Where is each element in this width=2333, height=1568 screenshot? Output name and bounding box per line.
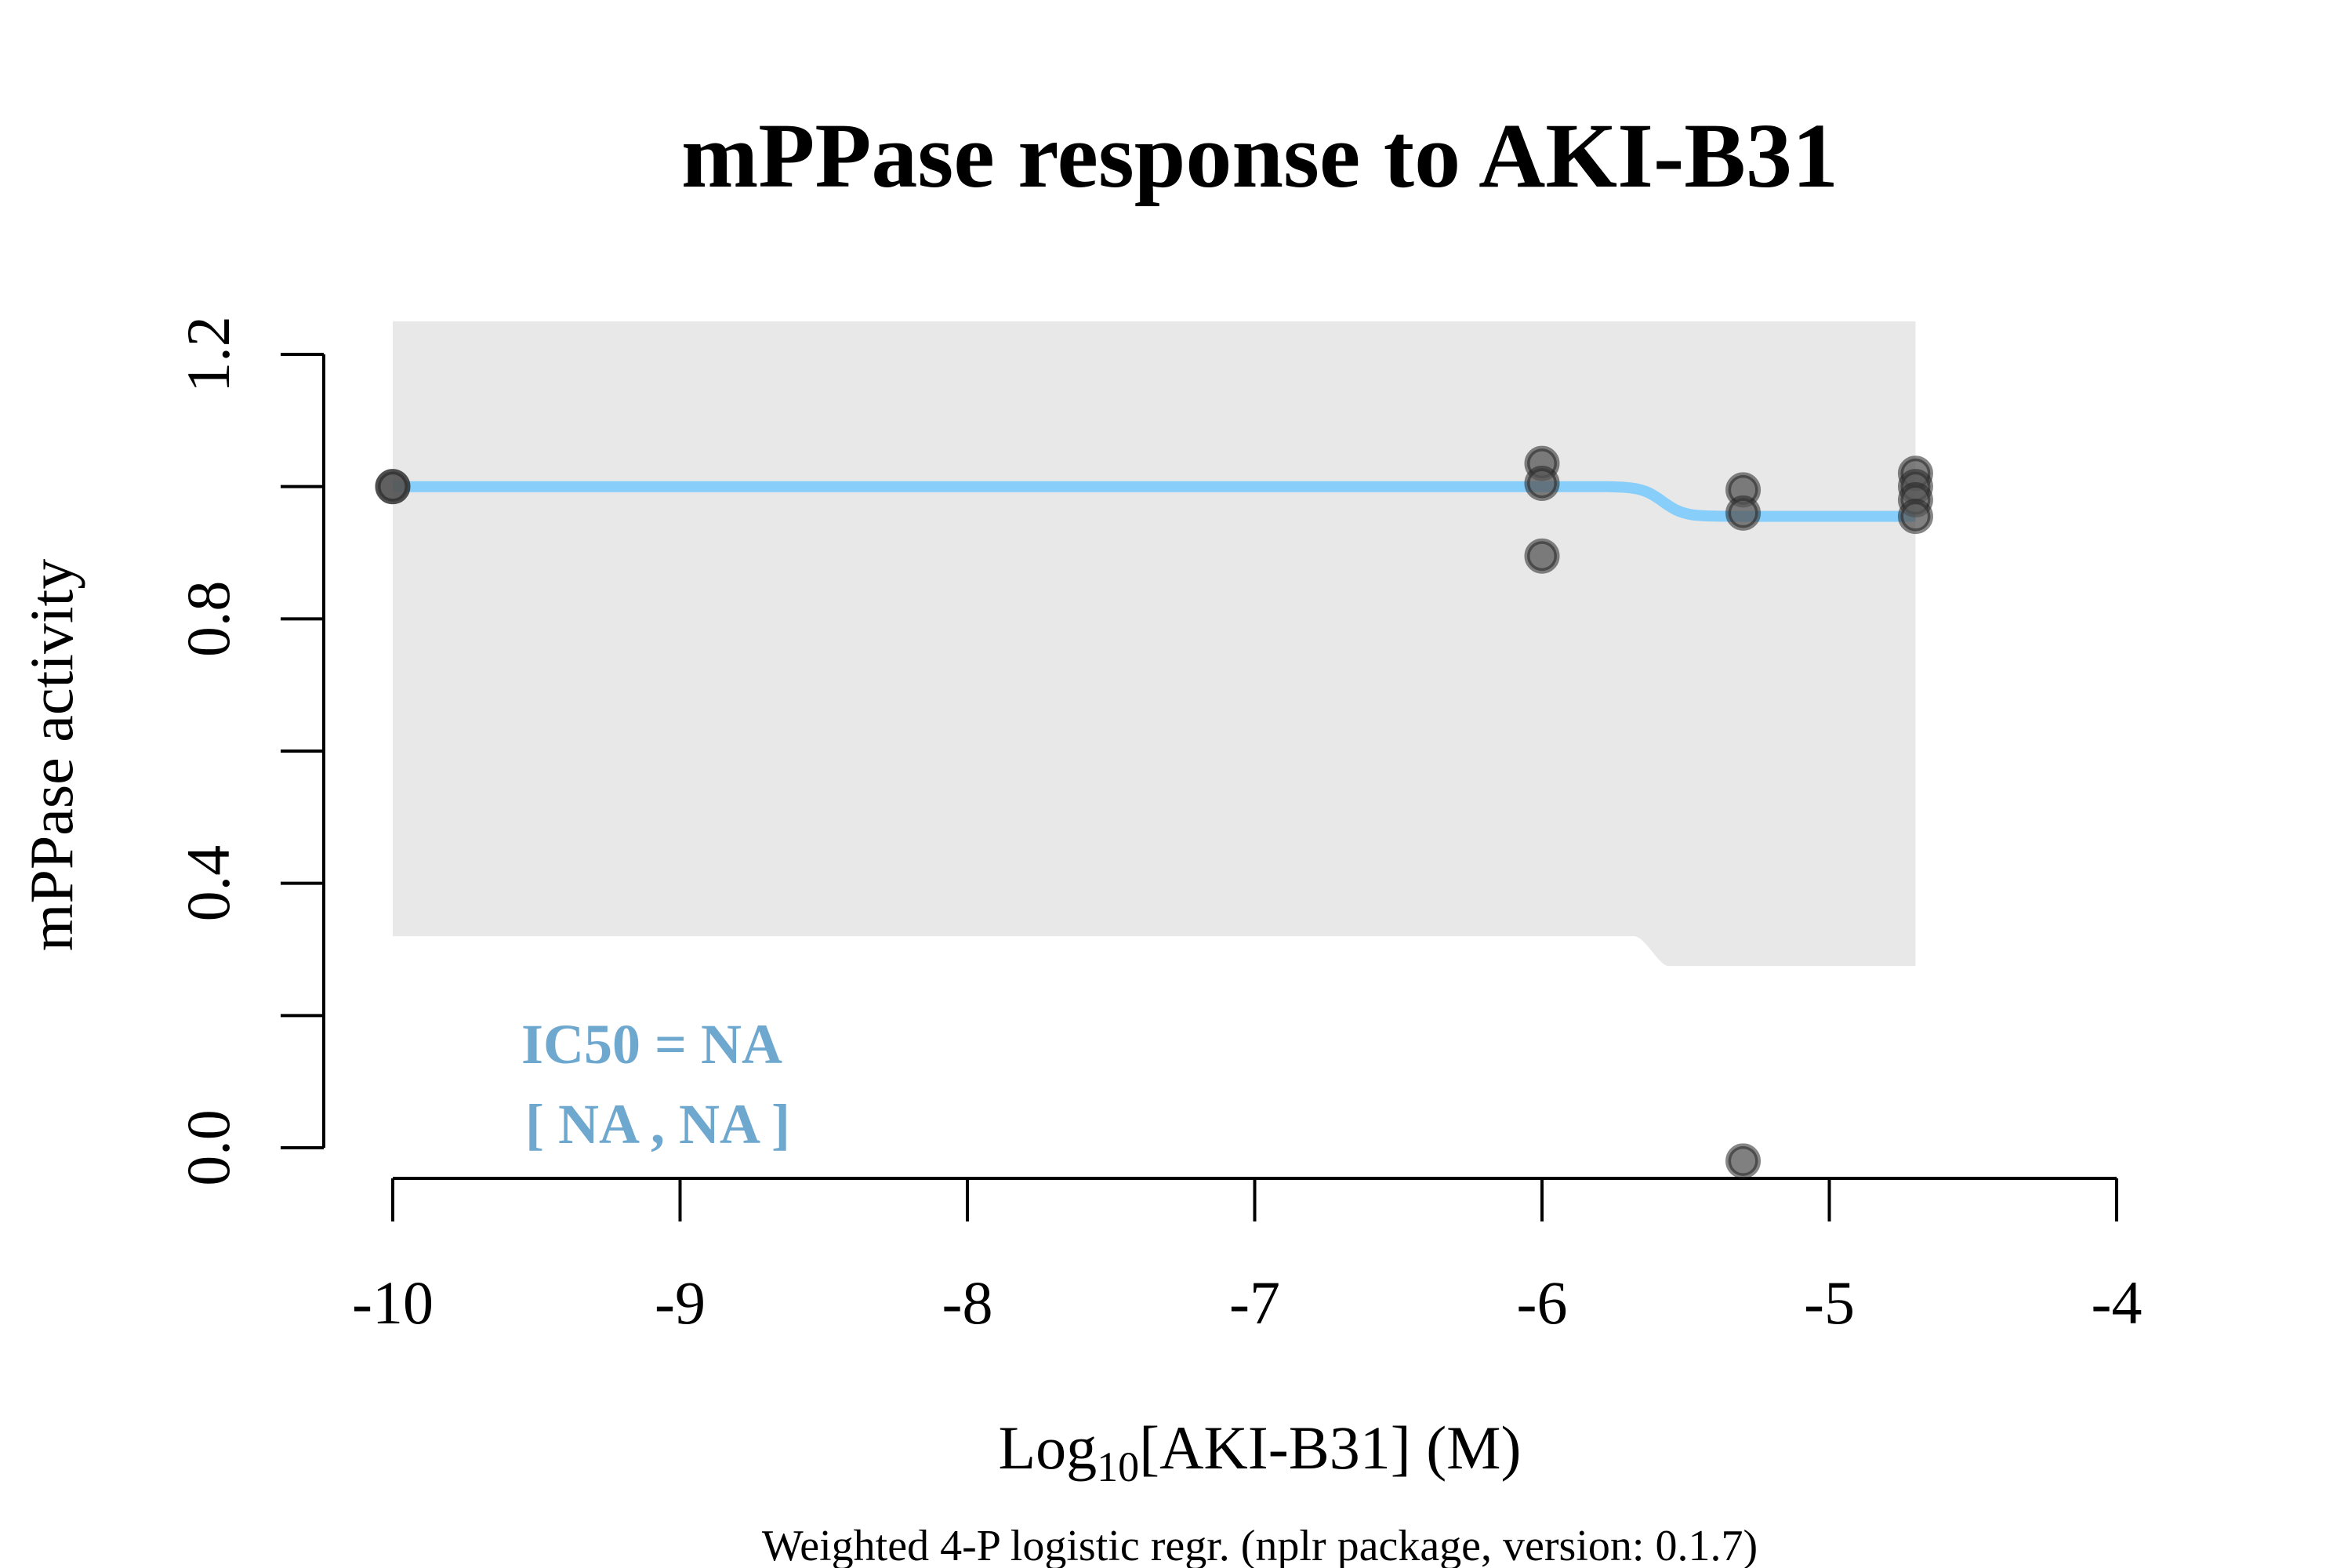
- data-point: [1524, 538, 1560, 574]
- x-tick-label: -6: [1517, 1269, 1568, 1337]
- ic50-interval-annotation: [ NA , NA ]: [525, 1093, 790, 1156]
- x-tick-label: -5: [1804, 1269, 1855, 1337]
- x-axis-label: Log10[AKI-B31] (M): [998, 1414, 1521, 1490]
- ic50-annotation: IC50 = NA: [521, 1013, 782, 1076]
- y-axis-label: mPPase activity: [17, 559, 85, 951]
- chart-title: mPPase response to AKI-B31: [681, 104, 1838, 207]
- data-point: [1725, 1143, 1762, 1179]
- x-axis-label-rest: [AKI-B31] (M): [1139, 1414, 1521, 1482]
- fit-curve-layer: [390, 481, 1918, 522]
- y-tick-label: 0.4: [174, 845, 242, 922]
- y-tick-label: 0.0: [174, 1109, 242, 1186]
- data-point: [1897, 499, 1933, 535]
- fit-curve: [390, 481, 1918, 522]
- confidence-band-area: [393, 321, 1916, 967]
- x-axis-label-subscript: 10: [1097, 1443, 1139, 1490]
- data-point: [1725, 495, 1762, 531]
- x-axis-label-main: Log: [998, 1414, 1097, 1482]
- x-tick-label: -9: [655, 1269, 706, 1337]
- data-points: [375, 445, 1933, 1179]
- confidence-band: [393, 321, 1916, 967]
- axes: -10 -9 -8 -7 -6 -5 -4 0.0 0.4 0.8 1.2: [174, 316, 2142, 1337]
- caption: Weighted 4-P logistic regr. (nplr packag…: [762, 1522, 1758, 1568]
- x-tick-label: -10: [352, 1269, 434, 1337]
- data-point: [1524, 465, 1560, 501]
- x-tick-label: -7: [1229, 1269, 1280, 1337]
- x-tick-label: -4: [2092, 1269, 2143, 1337]
- y-tick-label: 1.2: [174, 316, 242, 393]
- data-point: [375, 469, 411, 505]
- y-tick-label: 0.8: [174, 581, 242, 658]
- x-tick-label: -8: [942, 1269, 993, 1337]
